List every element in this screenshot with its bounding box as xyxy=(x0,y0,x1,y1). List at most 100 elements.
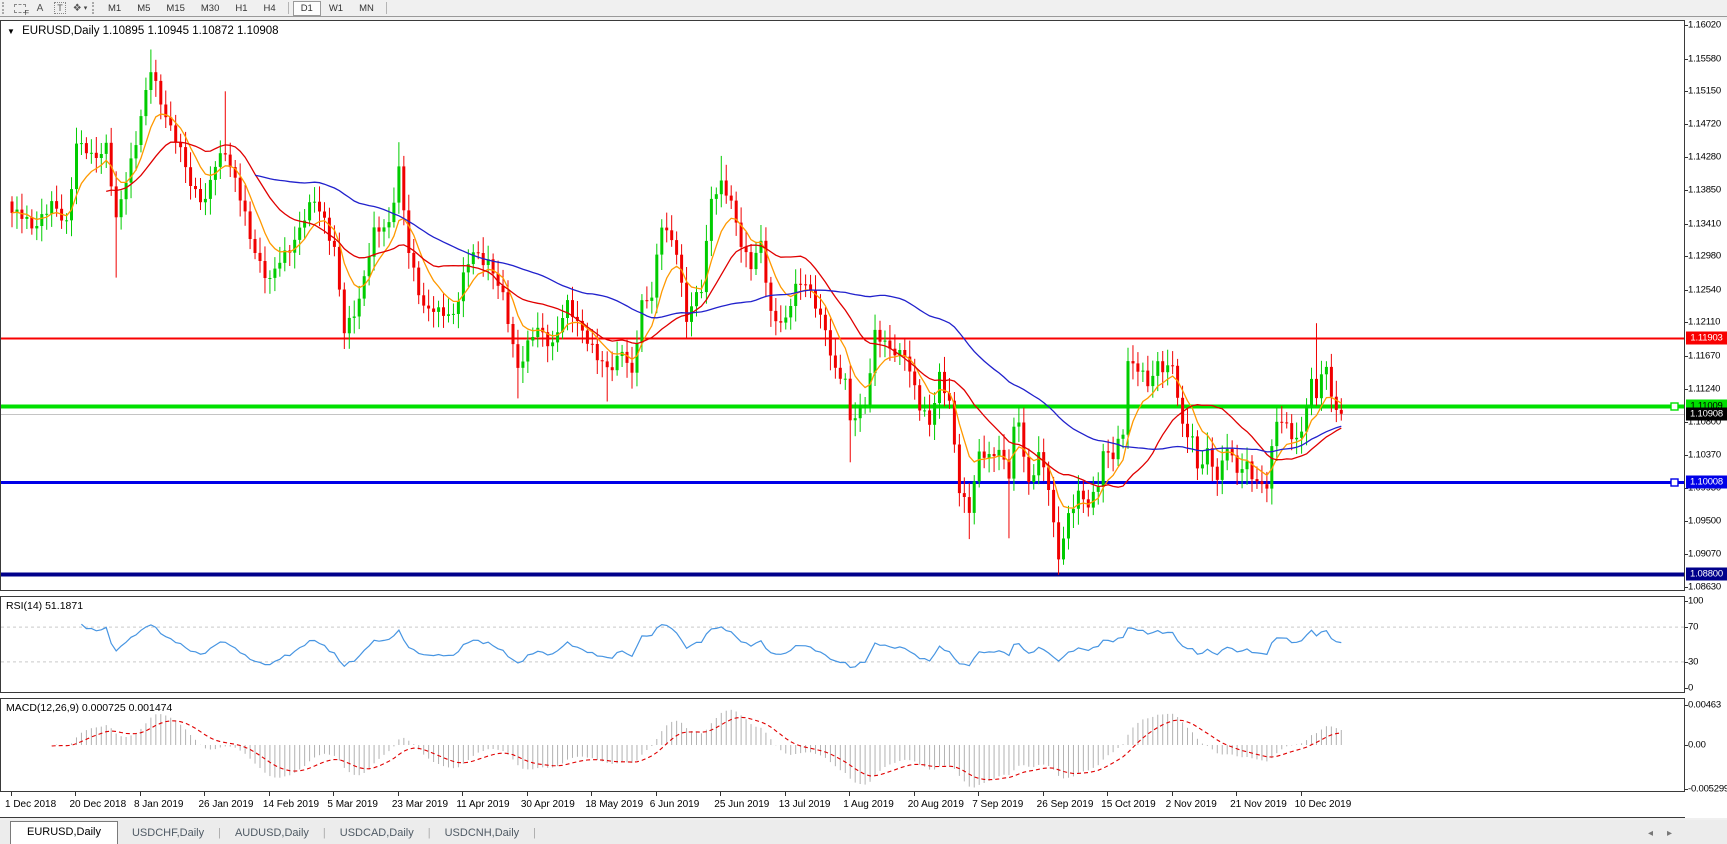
price-tick-label: 1.11240 xyxy=(1688,383,1721,395)
date-label: 18 May 2019 xyxy=(585,799,644,810)
date-tick xyxy=(11,792,12,796)
price-tick-label: 1.12980 xyxy=(1688,250,1721,262)
date-tick xyxy=(1172,792,1173,796)
price-tick-label: 1.13410 xyxy=(1688,218,1721,230)
chart-tab-usdcnh[interactable]: USDCNH,Daily xyxy=(444,827,520,839)
ma-20-line[interactable] xyxy=(106,141,1342,488)
macd-panel[interactable]: MACD(12,26,9) 0.000725 0.001474 xyxy=(0,698,1685,792)
date-tick xyxy=(204,792,205,796)
price-tick-label: 1.10370 xyxy=(1688,449,1721,461)
dashed-frame-f-icon[interactable]: F xyxy=(10,1,30,17)
hline-handle[interactable] xyxy=(1670,478,1679,487)
time-axis[interactable]: 1 Dec 2018 20 Dec 2018 8 Jan 2019 26 Jan 20… xyxy=(0,792,1727,818)
arrow-objects-icon[interactable]: ❖ ▾ xyxy=(72,2,88,14)
ma-8-line[interactable] xyxy=(11,113,1342,509)
date-tick xyxy=(462,792,463,796)
tab-scroll-left-icon[interactable]: ◂ xyxy=(1647,828,1653,839)
timeframe-button-mn[interactable]: MN xyxy=(359,2,374,14)
rsi-tick-label: 70 xyxy=(1688,621,1699,633)
date-label: 13 Jul 2019 xyxy=(778,799,831,810)
price-tick-label: 1.10800 xyxy=(1688,416,1721,428)
tab-separator: | xyxy=(427,827,431,839)
price-tick-label: 1.09070 xyxy=(1688,548,1721,559)
date-label: 1 Dec 2018 xyxy=(5,799,57,810)
price-line-label[interactable]: 1.08800 xyxy=(1686,567,1727,581)
rsi-canvas[interactable] xyxy=(1,597,1684,692)
macd-signal-line xyxy=(51,716,1342,781)
price-tick-label: 1.12110 xyxy=(1688,316,1721,328)
date-tick xyxy=(914,792,915,796)
ma-50-line[interactable] xyxy=(254,174,1342,453)
date-tick xyxy=(140,792,141,796)
price-tick-label: 1.14280 xyxy=(1688,151,1721,163)
chart-tab-usdchf[interactable]: USDCHF,Daily xyxy=(131,827,205,839)
date-label: 5 Mar 2019 xyxy=(327,799,378,810)
price-line-label[interactable]: 1.10008 xyxy=(1686,475,1727,489)
macd-tick-label: -0.005299 xyxy=(1688,783,1727,795)
timeframe-button-m30[interactable]: M30 xyxy=(200,2,220,14)
toolbar-grip[interactable] xyxy=(2,2,6,14)
main-chart-panel[interactable]: ▼ EURUSD,Daily 1.10895 1.10945 1.10872 1… xyxy=(0,20,1685,591)
date-label: 20 Aug 2019 xyxy=(907,799,964,810)
date-tick xyxy=(656,792,657,796)
macd-canvas[interactable] xyxy=(1,699,1684,791)
date-label: 21 Nov 2019 xyxy=(1230,799,1287,810)
timeframe-button-d1[interactable]: D1 xyxy=(292,0,321,16)
macd-tick-label: 0.00463 xyxy=(1688,699,1721,711)
timeframe-button-m5[interactable]: M5 xyxy=(137,2,151,14)
candlestick-canvas[interactable] xyxy=(1,21,1684,590)
collapse-triangle-icon[interactable]: ▼ xyxy=(7,27,15,36)
date-tick xyxy=(978,792,979,796)
date-tick xyxy=(1301,792,1302,796)
date-tick xyxy=(785,792,786,796)
top-toolbar: F A T ❖ ▾ M1 M5 M15 M30 H1 H4 D1 W1 MN xyxy=(0,0,1727,17)
timeframe-button-h1[interactable]: H1 xyxy=(235,2,248,14)
date-tick xyxy=(591,792,592,796)
rsi-line xyxy=(81,623,1342,669)
chart-tab-audusd[interactable]: AUDUSD,Daily xyxy=(234,827,309,839)
date-label: 10 Dec 2019 xyxy=(1294,799,1352,810)
date-label: 1 Aug 2019 xyxy=(843,799,894,810)
date-label: 30 Apr 2019 xyxy=(520,799,575,810)
toolbar-separator xyxy=(385,2,387,14)
ohlc-open: 1.10895 xyxy=(102,25,145,37)
date-tick xyxy=(1107,792,1108,796)
tab-separator: | xyxy=(322,827,326,839)
symbol-period-label: EURUSD,Daily xyxy=(22,25,100,37)
candles xyxy=(10,49,1343,575)
chart-tabbar: EURUSD,Daily USDCHF,Daily | AUDUSD,Daily | US… xyxy=(0,820,1727,844)
macd-histogram xyxy=(51,709,1342,788)
chart-tab-usdcad[interactable]: USDCAD,Daily xyxy=(339,827,414,839)
price-tick-label: 1.16020 xyxy=(1688,19,1721,31)
macd-label: MACD(12,26,9) 0.000725 0.001474 xyxy=(6,702,173,714)
date-tick xyxy=(1043,792,1044,796)
price-line-label[interactable]: 1.10908 xyxy=(1686,407,1727,421)
date-tick xyxy=(1236,792,1237,796)
date-label: 25 Jun 2019 xyxy=(714,799,770,810)
toolbar-separator xyxy=(287,2,289,14)
tab-scroll-right-icon[interactable]: ▸ xyxy=(1666,828,1672,839)
rsi-panel[interactable]: RSI(14) 51.1871 xyxy=(0,596,1685,693)
text-annotation-icon[interactable]: A xyxy=(36,2,44,14)
price-tick-label: 1.09500 xyxy=(1688,515,1721,527)
date-label: 15 Oct 2019 xyxy=(1101,799,1156,810)
price-axis[interactable]: 1.16020 1.15580 1.15150 1.14720 1.14280 1.138… xyxy=(1685,20,1727,818)
price-tick-label: 1.13850 xyxy=(1688,184,1721,196)
price-tick-label: 1.12540 xyxy=(1688,284,1721,296)
date-label: 2 Nov 2019 xyxy=(1165,799,1217,810)
date-tick xyxy=(527,792,528,796)
chevron-down-icon: ▾ xyxy=(83,5,88,12)
timeframe-button-w1[interactable]: W1 xyxy=(328,2,344,14)
rsi-tick-label: 100 xyxy=(1688,595,1704,607)
price-line-label[interactable]: 1.11903 xyxy=(1686,331,1727,345)
timeframe-button-h4[interactable]: H4 xyxy=(263,2,276,14)
date-label: 6 Jun 2019 xyxy=(649,799,700,810)
ohlc-low: 1.10872 xyxy=(192,25,234,37)
timeframe-button-m1[interactable]: M1 xyxy=(108,2,122,14)
chart-tab-eurusd[interactable]: EURUSD,Daily xyxy=(10,821,118,844)
toolbar-grip[interactable] xyxy=(92,2,96,14)
hline-handle[interactable] xyxy=(1670,402,1679,411)
macd-tick-label: 0.00 xyxy=(1688,739,1706,751)
timeframe-button-m15[interactable]: M15 xyxy=(166,2,185,14)
text-label-icon[interactable]: T xyxy=(50,1,70,16)
